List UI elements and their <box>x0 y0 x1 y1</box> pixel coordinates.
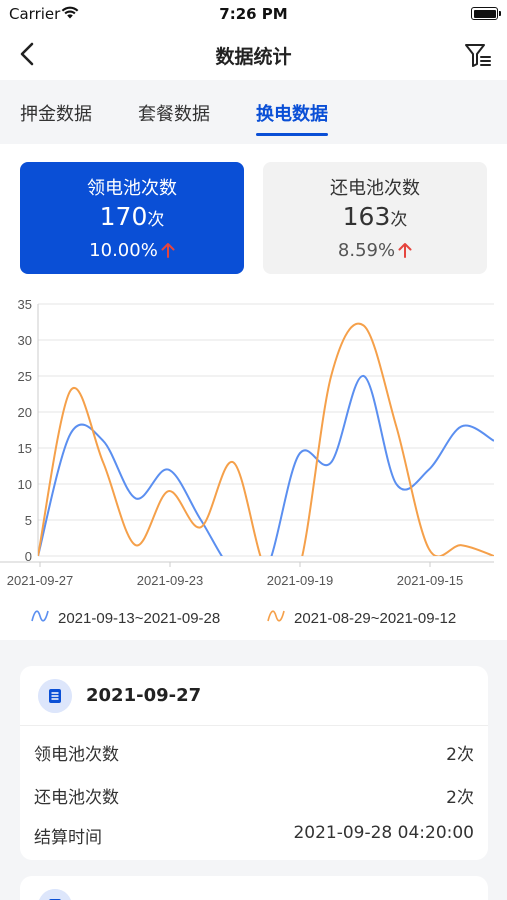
back-button[interactable] <box>14 40 42 68</box>
legend-label: 2021-08-29~2021-09-12 <box>294 610 456 627</box>
stats-section: 领电池次数 170次 10.00% 还电池次数 163次 8.59% <box>0 144 507 294</box>
stat-value: 163次 <box>342 202 408 231</box>
tab-package[interactable]: 套餐数据 <box>138 104 210 125</box>
legend-marker <box>267 610 285 622</box>
stat-change: 8.59% <box>263 240 487 261</box>
detail-card-next[interactable] <box>20 876 488 900</box>
tab-deposit[interactable]: 押金数据 <box>20 104 92 125</box>
tab-battery-swap[interactable]: 换电数据 <box>256 100 328 136</box>
y-tick-label: 20 <box>18 405 32 420</box>
list-icon <box>38 889 72 900</box>
detail-card[interactable]: 2021-09-27 领电池次数 2次 还电池次数 2次 结算时间 2021-0… <box>20 666 488 860</box>
arrow-up-icon <box>161 243 175 258</box>
detail-header: 2021-09-27 <box>20 666 488 726</box>
stat-label: 还电池次数 <box>330 178 420 199</box>
series-line-1 <box>38 375 494 556</box>
y-tick-label: 35 <box>18 297 32 312</box>
battery-icon <box>471 7 501 20</box>
legend-label: 2021-09-13~2021-09-28 <box>58 610 220 627</box>
x-tick-label: 2021-09-19 <box>267 573 334 588</box>
x-tick-label: 2021-09-15 <box>397 573 464 588</box>
y-tick-label: 0 <box>25 549 32 564</box>
detail-date: 2021-09-27 <box>86 685 202 706</box>
stat-change: 10.00% <box>20 240 244 261</box>
y-tick-label: 10 <box>18 477 32 492</box>
y-tick-label: 5 <box>25 513 32 528</box>
chart-panel: 0 5 10 15 20 25 30 35 2021-09-27 2021-09-23 2021-0… <box>0 294 507 640</box>
status-bar: Carrier 7:26 PM <box>0 0 507 28</box>
list-icon <box>38 679 72 713</box>
detail-row: 还电池次数 2次 <box>34 788 474 808</box>
filter-button[interactable] <box>463 40 493 70</box>
stat-card-return[interactable]: 还电池次数 163次 8.59% <box>263 162 487 274</box>
wifi-icon <box>61 6 79 19</box>
series-line-2 <box>38 322 494 556</box>
clock: 7:26 PM <box>219 5 288 23</box>
stat-label: 领电池次数 <box>87 178 177 199</box>
detail-row: 结算时间 2021-09-28 04:20:00 <box>34 823 474 848</box>
line-chart: 0 5 10 15 20 25 30 35 2021-09-27 2021-09-23 2021-0… <box>0 297 494 627</box>
detail-row: 领电池次数 2次 <box>34 745 474 765</box>
stat-card-pickup[interactable]: 领电池次数 170次 10.00% <box>20 162 244 274</box>
y-tick-label: 15 <box>18 441 32 456</box>
legend-marker <box>31 610 49 622</box>
arrow-up-icon <box>398 243 412 258</box>
tab-bar: 押金数据 套餐数据 换电数据 <box>0 80 507 144</box>
y-tick-label: 30 <box>18 333 32 348</box>
y-tick-label: 25 <box>18 369 32 384</box>
page-title: 数据统计 <box>215 46 292 68</box>
x-tick-label: 2021-09-27 <box>7 573 74 588</box>
x-tick-label: 2021-09-23 <box>137 573 204 588</box>
nav-bar: 数据统计 <box>0 28 507 80</box>
carrier-label: Carrier <box>9 5 61 23</box>
tab-active-indicator <box>256 133 328 136</box>
stat-value: 170次 <box>99 202 165 231</box>
